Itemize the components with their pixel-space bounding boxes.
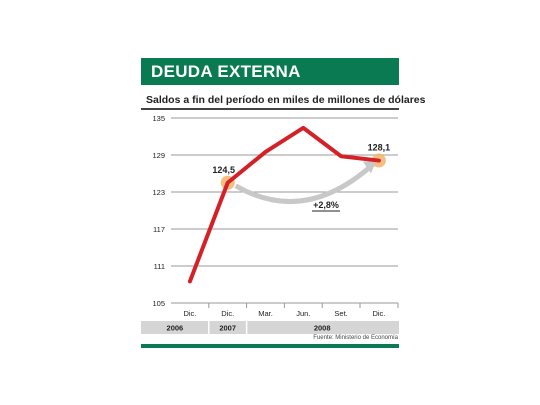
x-tick-label: Mar. xyxy=(258,309,273,318)
year-label: 2006 xyxy=(167,324,184,333)
series-line xyxy=(187,125,381,284)
data-point xyxy=(226,181,230,185)
data-point xyxy=(264,150,267,154)
data-point xyxy=(339,154,343,158)
y-tick-label: 135 xyxy=(152,114,165,123)
title-bar: DEUDA EXTERNA xyxy=(141,58,399,85)
growth-arrow xyxy=(234,162,375,205)
x-tick-label: Dic. xyxy=(372,309,385,318)
value-label: 128,1 xyxy=(368,143,391,153)
chart-subtitle: Saldos a fin del período en miles de mil… xyxy=(146,94,426,106)
y-tick-label: 117 xyxy=(153,225,165,234)
year-label: 2007 xyxy=(219,324,236,333)
x-tick-label: Set. xyxy=(334,309,347,318)
source-note: Fuente: Ministerio de Economía xyxy=(313,335,398,341)
subtitle-divider xyxy=(141,108,399,110)
data-point xyxy=(188,279,192,283)
data-point xyxy=(301,126,305,130)
value-label: 124,5 xyxy=(212,165,235,175)
data-point xyxy=(377,159,381,163)
y-tick-label: 105 xyxy=(152,299,165,308)
x-tick-label: Dic. xyxy=(221,309,234,318)
chart-title: DEUDA EXTERNA xyxy=(151,62,301,81)
year-label: 2008 xyxy=(314,324,331,333)
y-tick-label: 123 xyxy=(152,188,165,197)
growth-label: +2,8% xyxy=(313,200,339,210)
x-tick-label: Dic. xyxy=(183,309,196,318)
y-tick-label: 111 xyxy=(154,262,165,271)
year-band xyxy=(141,321,399,334)
bottom-divider xyxy=(141,344,399,348)
growth-arrowhead xyxy=(362,161,376,174)
y-tick-label: 129 xyxy=(152,151,165,160)
x-tick-label: Jun. xyxy=(296,309,310,318)
